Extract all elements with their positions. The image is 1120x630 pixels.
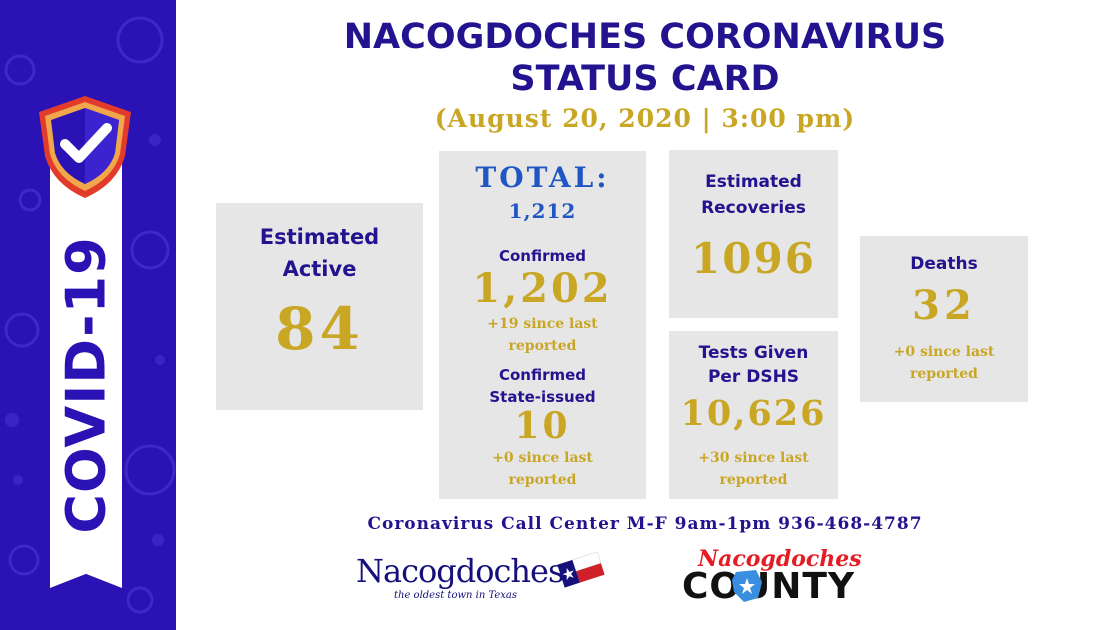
deaths-note-line2: reported xyxy=(910,366,978,382)
tests-note-line2: reported xyxy=(719,472,788,488)
county-map-icon xyxy=(732,570,762,602)
deaths-value: 32 xyxy=(912,282,976,329)
tests-label-line2: Per DSHS xyxy=(707,367,800,387)
page-title-line2: STATUS CARD xyxy=(510,59,780,99)
active-label-line2: Active xyxy=(282,257,357,281)
nacogdoches-county-logo: Nacogdoches COUNTY xyxy=(678,546,918,610)
state-issued-note-line1: +0 since last xyxy=(492,450,593,466)
state-issued-label-line1: Confirmed xyxy=(498,366,587,384)
city-logo-name: Nacogdoches xyxy=(356,552,564,590)
covid-label: COVID-19 xyxy=(54,236,118,534)
page-title-line1: NACOGDOCHES CORONAVIRUS xyxy=(343,17,947,57)
tests-note-line1: +30 since last xyxy=(698,450,809,466)
virus-pattern-decoration xyxy=(4,16,176,614)
confirmed-label: Confirmed xyxy=(498,247,587,265)
deaths-note-line1: +0 since last xyxy=(893,344,995,360)
recoveries-value: 1096 xyxy=(691,234,816,283)
county-logo-word: COUNTY xyxy=(682,566,856,607)
recoveries-label-line2: Recoveries xyxy=(701,198,806,218)
tests-value: 10,626 xyxy=(680,393,827,434)
tests-label-line1: Tests Given xyxy=(698,343,809,363)
county-logo-script: Nacogdoches xyxy=(698,546,862,572)
recoveries-label-line1: Estimated xyxy=(705,172,802,192)
call-center-info: Coronavirus Call Center M-F 9am-1pm 936-… xyxy=(367,514,923,534)
covid-banner: COVID-19 xyxy=(0,0,176,630)
state-issued-label-line2: State-issued xyxy=(489,388,596,406)
total-label: TOTAL: xyxy=(475,161,610,194)
card-estimated-active: Estimated Active 84 xyxy=(216,203,423,410)
confirmed-note-line2: reported xyxy=(508,338,577,354)
card-total: TOTAL: 1,212 Confirmed 1,202 +19 since l… xyxy=(439,151,646,499)
active-label-line1: Estimated xyxy=(259,225,380,249)
shield-check-icon xyxy=(39,96,131,198)
card-tests-given: Tests Given Per DSHS 10,626 +30 since la… xyxy=(669,331,838,499)
confirmed-value: 1,202 xyxy=(472,265,613,312)
deaths-label: Deaths xyxy=(910,254,978,274)
card-estimated-recoveries: Estimated Recoveries 1096 xyxy=(669,150,838,318)
state-issued-value: 10 xyxy=(514,405,571,447)
confirmed-note-line1: +19 since last xyxy=(487,316,598,332)
card-deaths: Deaths 32 +0 since last reported xyxy=(860,236,1028,402)
city-of-nacogdoches-logo: Nacogdoches the oldest town in Texas xyxy=(354,548,614,608)
active-value: 84 xyxy=(275,295,364,363)
total-value: 1,212 xyxy=(508,199,577,223)
city-logo-tagline: the oldest town in Texas xyxy=(394,590,518,601)
texas-flag-icon xyxy=(557,551,605,588)
report-date: (August 20, 2020 | 3:00 pm) xyxy=(434,104,856,133)
state-issued-note-line2: reported xyxy=(508,472,577,488)
